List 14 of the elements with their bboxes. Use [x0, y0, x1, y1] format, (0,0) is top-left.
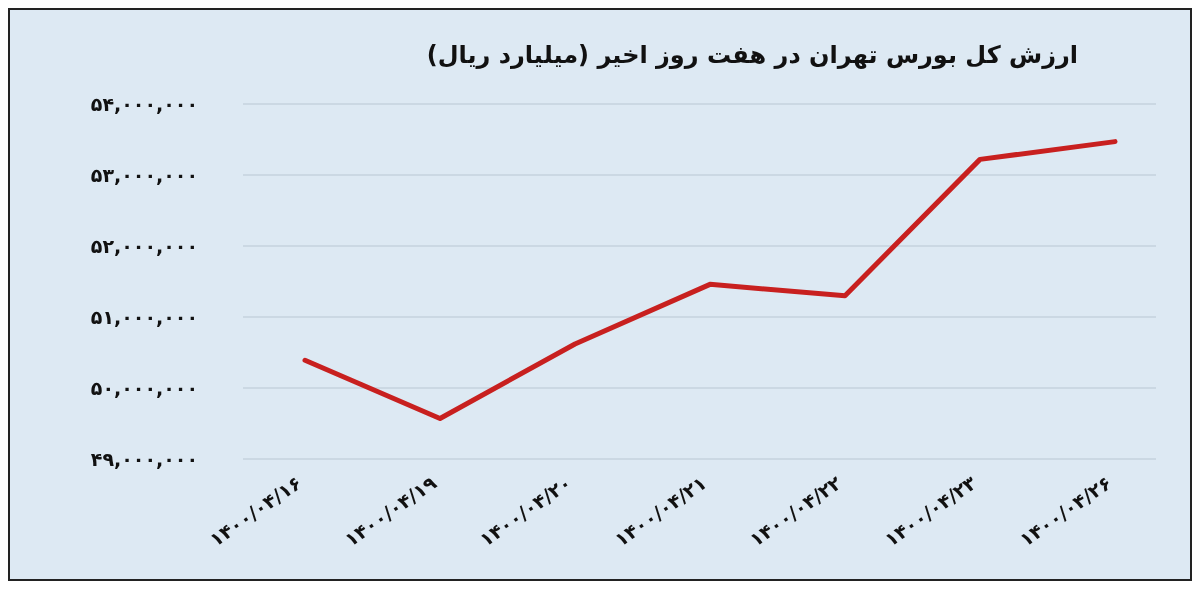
y-tick-label: ۵۳,۰۰۰,۰۰۰ — [90, 163, 198, 186]
x-tick-label: ۱۴۰۰/۰۴/۲۰ — [475, 471, 576, 551]
x-tick-label: ۱۴۰۰/۰۴/۱۶ — [205, 471, 306, 551]
y-tick-label: ۴۹,۰۰۰,۰۰۰ — [90, 447, 198, 470]
y-tick-label: ۵۴,۰۰۰,۰۰۰ — [90, 92, 198, 115]
y-tick-label: ۵۱,۰۰۰,۰۰۰ — [90, 305, 198, 328]
x-tick-label: ۱۴۰۰/۰۴/۲۲ — [745, 471, 846, 551]
y-tick-label: ۵۲,۰۰۰,۰۰۰ — [90, 234, 198, 257]
x-tick-label: ۱۴۰۰/۰۴/۲۱ — [610, 471, 711, 551]
chart-title: ارزش کل بورس تهران در هفت روز اخیر (میلیارد ریال) — [426, 41, 1078, 69]
x-tick-label: ۱۴۰۰/۰۴/۱۹ — [340, 471, 441, 551]
y-tick-label: ۵۰,۰۰۰,۰۰۰ — [90, 376, 198, 399]
x-tick-label: ۱۴۰۰/۰۴/۲۳ — [880, 471, 981, 551]
x-tick-label: ۱۴۰۰/۰۴/۲۶ — [1015, 471, 1116, 551]
